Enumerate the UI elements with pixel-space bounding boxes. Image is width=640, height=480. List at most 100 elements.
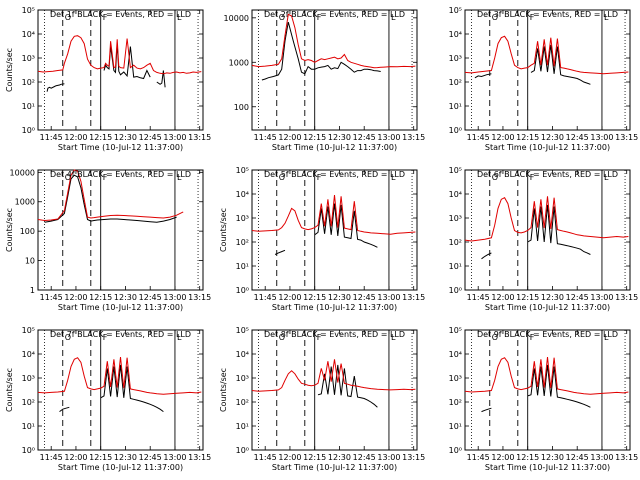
x-tick-label: 13:15 [188, 293, 211, 302]
x-tick-label: 11:45 [40, 133, 63, 142]
x-tick-label: 13:15 [615, 293, 638, 302]
y-tick-label: 10² [236, 238, 249, 247]
x-tick-label: 11:45 [467, 133, 490, 142]
y-tick-label: 10⁰ [22, 126, 35, 135]
x-tick-label: 12:15 [516, 133, 539, 142]
y-tick-label: 10¹ [22, 422, 35, 431]
x-tick-label: 12:45 [139, 133, 162, 142]
marker-label: F [103, 13, 108, 22]
x-tick-label: 12:30 [541, 293, 564, 302]
x-tick-label: 11:45 [40, 453, 63, 462]
y-tick-label: 10⁴ [22, 350, 35, 359]
y-tick-label: 10⁰ [22, 446, 35, 455]
series-line-black [274, 203, 378, 255]
x-tick-label: 12:30 [541, 453, 564, 462]
y-tick-label: 100 [234, 103, 249, 112]
x-tick-label: 12:30 [328, 453, 351, 462]
y-axis-label: Counts/sec [219, 368, 228, 412]
x-tick-label: 12:45 [566, 293, 589, 302]
chart-title: Det 5f BLACK = Events, RED = LLD [264, 170, 405, 179]
chart-panel-1: O F L 10⁰ 10¹ 10² 10³ 10⁴ 10⁵ 11:45 12:00 12:15 12:3… [5, 6, 211, 152]
x-tick-label: 13:15 [402, 293, 425, 302]
y-tick-label: 1000 [229, 58, 249, 67]
y-tick-label: 10¹ [236, 422, 249, 431]
x-axis-label: Start Time (10-Jul-12 11:37:00) [485, 463, 610, 472]
y-tick-label: 10⁵ [22, 326, 35, 335]
x-tick-label: 12:00 [491, 133, 514, 142]
marker-label: F [317, 333, 322, 342]
marker-label: O [279, 173, 285, 182]
x-tick-label: 12:00 [64, 453, 87, 462]
y-tick-label: 10⁰ [449, 286, 462, 295]
marker-label: O [279, 13, 285, 22]
marker-label: L [391, 333, 396, 342]
y-tick-label: 10³ [236, 374, 249, 383]
x-tick-label: 13:00 [163, 453, 186, 462]
y-tick-label: 10¹ [22, 102, 35, 111]
y-tick-label: 10⁵ [449, 166, 462, 175]
y-tick-label: 10² [449, 78, 462, 87]
x-tick-label: 12:30 [328, 293, 351, 302]
x-tick-label: 13:00 [377, 453, 400, 462]
series-line-red [37, 35, 202, 75]
x-tick-label: 11:45 [467, 293, 490, 302]
x-tick-label: 12:30 [114, 133, 137, 142]
plot-frame [464, 329, 631, 451]
x-tick-label: 12:45 [353, 293, 376, 302]
x-axis-label: Start Time (10-Jul-12 11:37:00) [58, 463, 183, 472]
x-tick-label: 13:00 [377, 293, 400, 302]
marker-label: O [492, 13, 498, 22]
y-axis-label: Counts/sec [5, 48, 14, 92]
marker-label: F [317, 173, 322, 182]
marker-label: L [391, 173, 396, 182]
series-line-red [37, 356, 202, 395]
chart-panel-2: O F L 100 1000 10000 11:45 12:00 12:15 12:30 12:45… [224, 9, 425, 152]
x-tick-label: 13:00 [590, 133, 613, 142]
x-tick-label: 11:45 [254, 453, 277, 462]
series-line-black [46, 43, 166, 92]
y-tick-label: 1000 [15, 198, 35, 207]
x-tick-label: 12:15 [303, 293, 326, 302]
x-tick-label: 13:00 [590, 453, 613, 462]
y-tick-label: 10⁵ [22, 6, 35, 15]
y-tick-label: 10⁴ [449, 30, 462, 39]
chart-panel-9: O F L 10⁰ 10¹ 10² 10³ 10⁴ 10⁵ 11:45 12:00 12:15 12:3… [449, 326, 639, 472]
x-tick-label: 13:00 [163, 293, 186, 302]
y-tick-label: 10¹ [449, 262, 462, 271]
y-tick-label: 100 [20, 227, 35, 236]
x-tick-label: 12:00 [278, 453, 301, 462]
x-axis-label: Start Time (10-Jul-12 11:37:00) [485, 303, 610, 312]
y-tick-label: 10⁴ [449, 190, 462, 199]
y-tick-label: 10¹ [236, 262, 249, 271]
marker-label: L [177, 13, 182, 22]
y-tick-label: 10 [25, 257, 35, 266]
x-tick-label: 13:15 [188, 133, 211, 142]
x-axis-label: Start Time (10-Jul-12 11:37:00) [58, 143, 183, 152]
marker-label: L [604, 173, 609, 182]
series-line-black [474, 44, 591, 85]
x-tick-label: 11:45 [254, 293, 277, 302]
x-tick-label: 12:15 [303, 133, 326, 142]
y-tick-label: 10⁵ [449, 326, 462, 335]
y-tick-label: 10³ [449, 374, 462, 383]
x-tick-label: 12:00 [278, 133, 301, 142]
x-tick-label: 12:15 [516, 453, 539, 462]
x-tick-label: 12:00 [491, 293, 514, 302]
plot-frame [37, 9, 204, 131]
x-axis-label: Start Time (10-Jul-12 11:37:00) [272, 463, 397, 472]
y-tick-label: 10⁵ [236, 166, 249, 175]
marker-label: O [65, 333, 71, 342]
y-tick-label: 10² [449, 238, 462, 247]
chart-panel-5: O F L 10⁰ 10¹ 10² 10³ 10⁴ 10⁵ 11:45 12:00 12:15 12:3… [219, 166, 425, 312]
marker-label: O [492, 173, 498, 182]
y-tick-label: 10⁴ [22, 30, 35, 39]
plot-frame [251, 9, 418, 131]
y-tick-label: 10⁴ [449, 350, 462, 359]
x-tick-label: 13:15 [615, 133, 638, 142]
y-tick-label: 10³ [22, 374, 35, 383]
marker-label: O [279, 333, 285, 342]
chart-title: Det 4f BLACK = Events, RED = LLD [50, 170, 191, 179]
marker-label: F [317, 13, 322, 22]
x-tick-label: 13:15 [615, 453, 638, 462]
